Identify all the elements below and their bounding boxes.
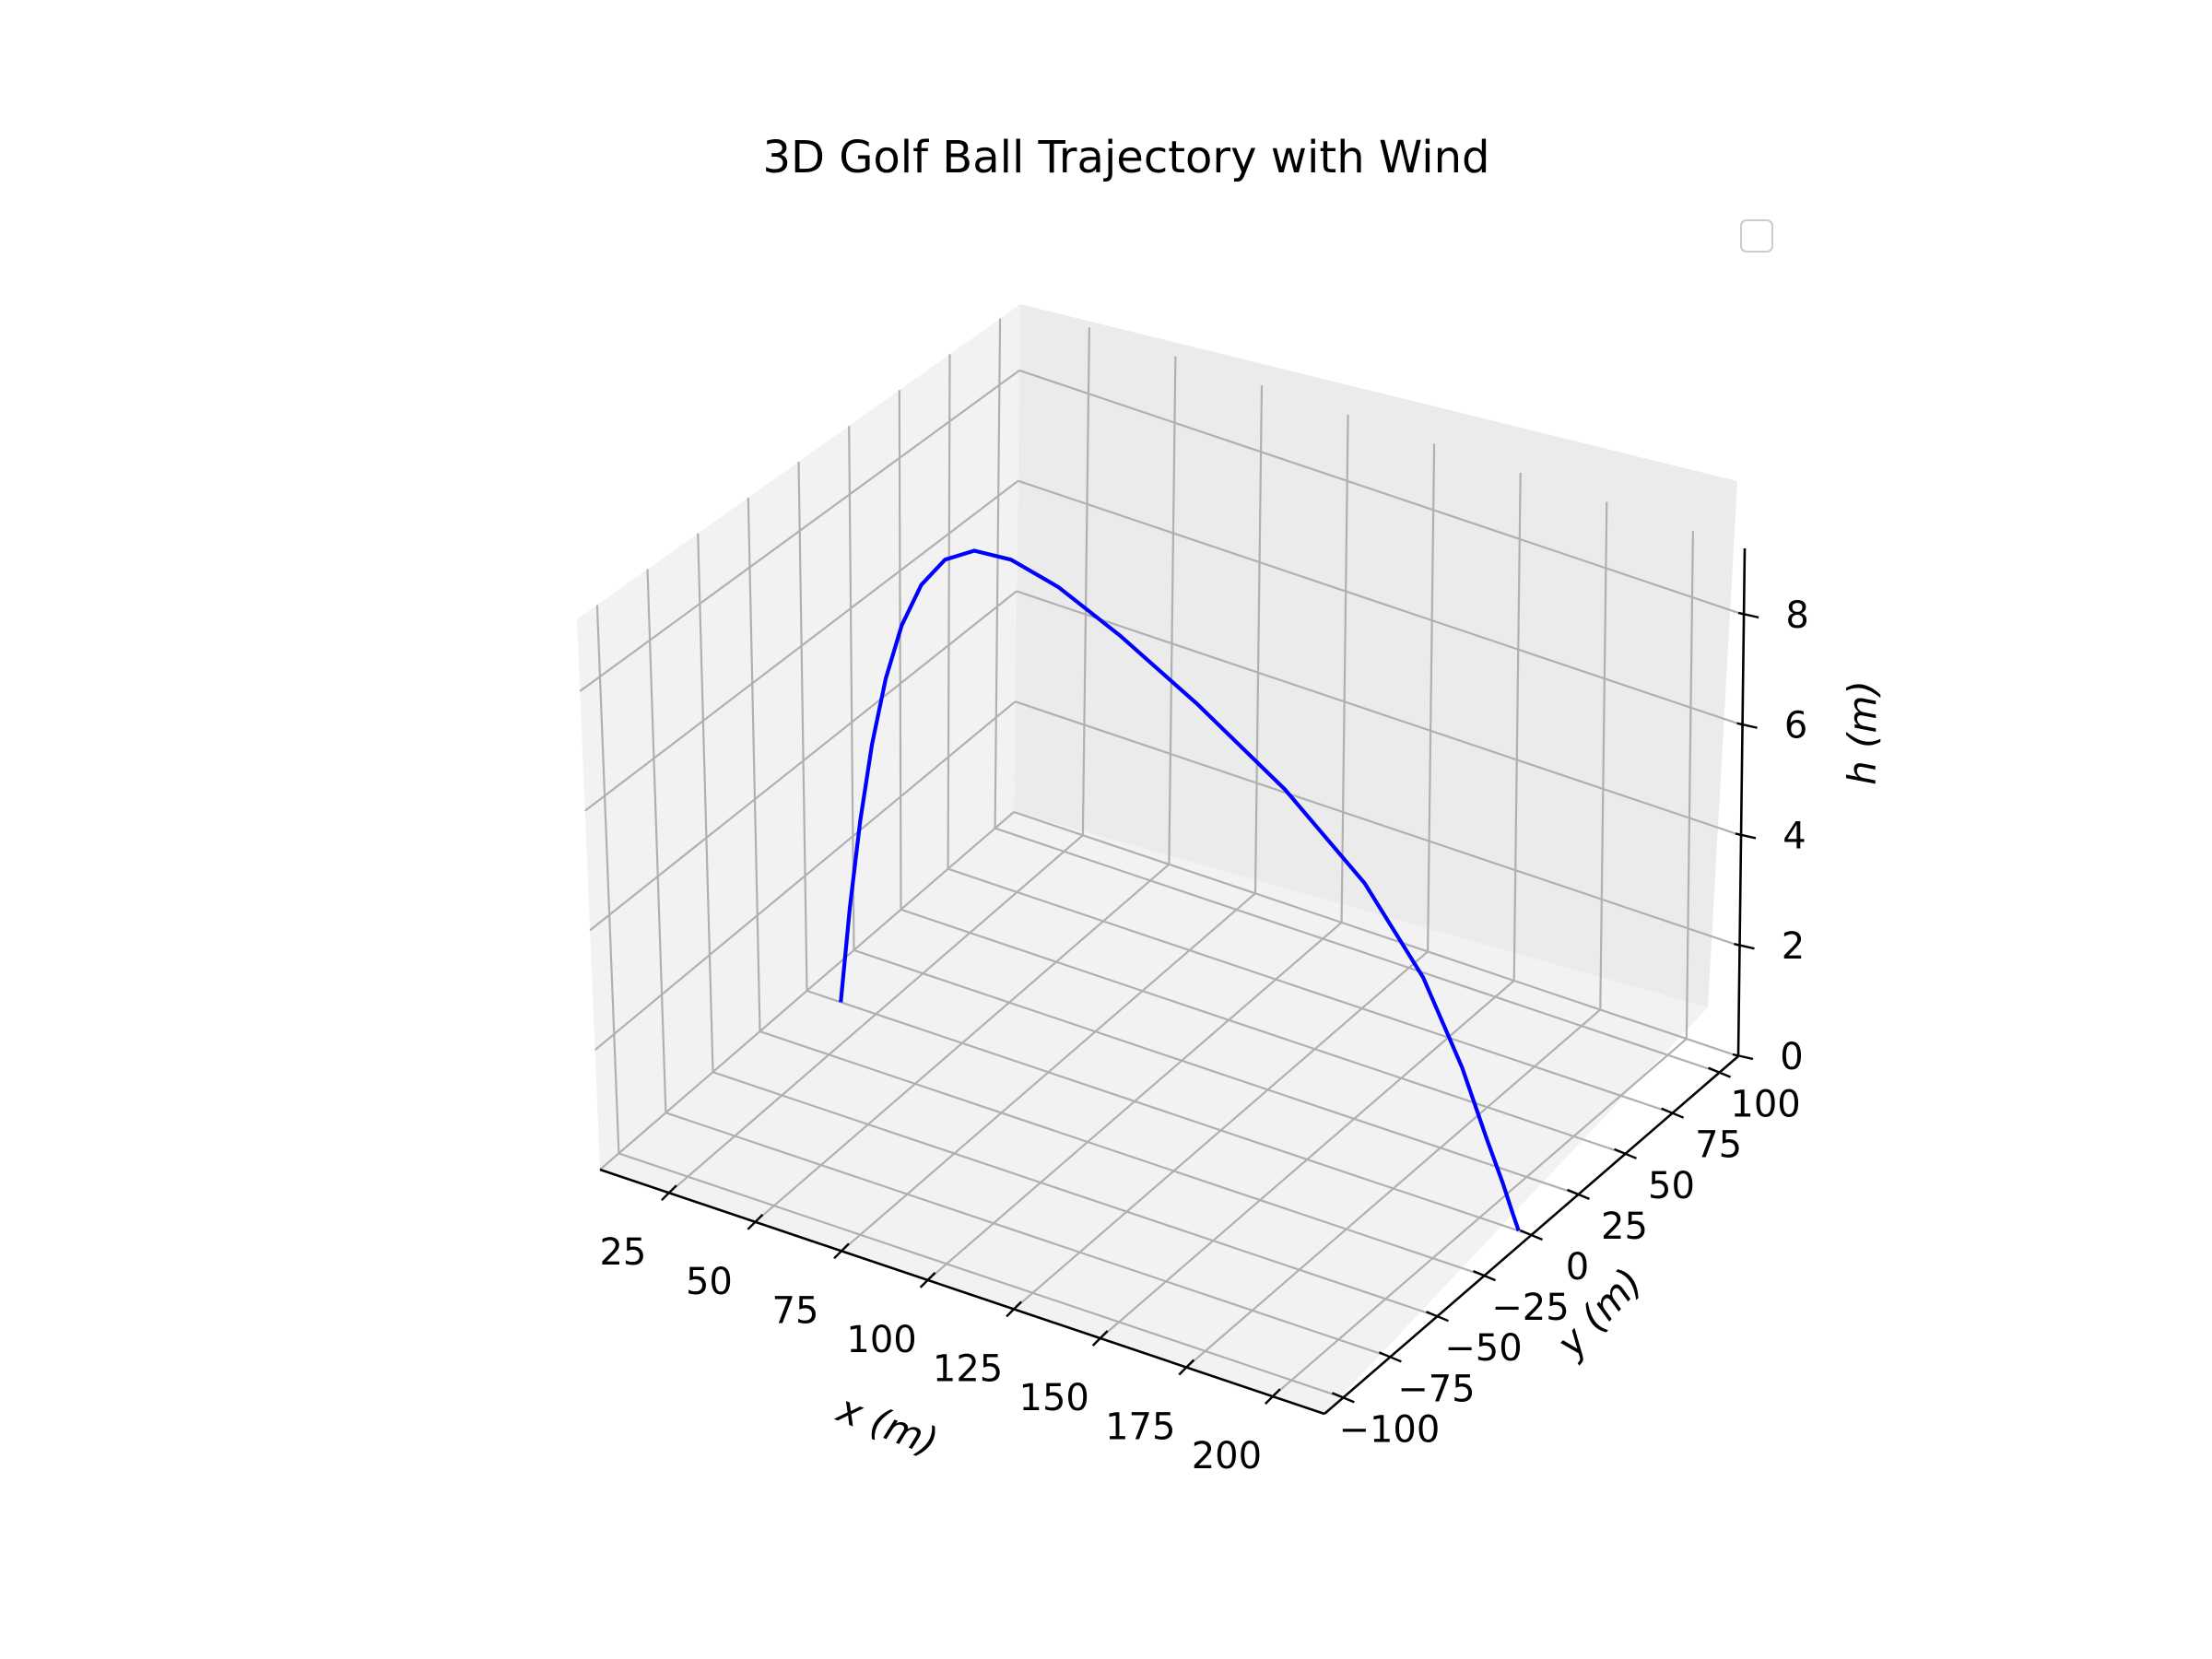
z-gridline-sidewall (584, 479, 1019, 812)
y-gridline-floor (665, 1112, 1391, 1359)
y-tick-mark (1426, 1311, 1449, 1323)
x-tick-mark (833, 1242, 850, 1260)
y-tick-label: 75 (1695, 1124, 1742, 1167)
tick-marks (661, 611, 1759, 1405)
trajectory-series (839, 548, 1521, 1231)
trajectory-line-0 (839, 548, 1521, 1231)
side-pane-yz (577, 304, 1020, 1170)
y-tick-mark (1567, 1188, 1590, 1201)
y-tick-label: −25 (1491, 1287, 1569, 1329)
back-pane-xz (1014, 304, 1737, 1007)
z-gridline-sidewall (594, 700, 1017, 1052)
z-axis-line (1736, 547, 1747, 1057)
y-gridline-sidewall (947, 354, 951, 869)
z-gridline-backwall (1018, 479, 1743, 726)
y-tick-label: 50 (1648, 1165, 1695, 1207)
z-gridline-backwall (1015, 700, 1740, 947)
x-axis-line (599, 1168, 1325, 1416)
x-tick-mark (747, 1213, 764, 1230)
y-tick-mark (1378, 1351, 1402, 1363)
z-tick-mark (1735, 832, 1757, 840)
z-gridline-sidewall (589, 590, 1018, 932)
axes-panes (577, 304, 1737, 1414)
z-gridline-backwall (1013, 810, 1739, 1058)
z-gridline-backwall (1018, 369, 1745, 616)
x-gridline-backwall (1685, 531, 1694, 1040)
z-tick-mark (1737, 611, 1759, 619)
z-tick-label: 8 (1785, 594, 1808, 637)
z-tick-mark (1734, 943, 1755, 950)
floor-pane-xy (600, 812, 1708, 1414)
y-tick-label: −100 (1338, 1408, 1440, 1451)
y-tick-mark (1614, 1147, 1637, 1159)
y-gridline-sidewall (898, 390, 902, 910)
x-tick-label: 100 (846, 1319, 916, 1361)
x-tick-label: 25 (599, 1231, 646, 1274)
y-gridline-floor (853, 948, 1579, 1195)
y-tick-label: −75 (1397, 1368, 1475, 1410)
z-gridline-backwall (1016, 590, 1742, 837)
y-gridline-sidewall (646, 569, 667, 1113)
x-tick-mark (1006, 1300, 1022, 1318)
y-gridline-floor (712, 1071, 1438, 1318)
z-tick-label: 2 (1782, 925, 1805, 968)
y-tick-mark (1661, 1107, 1685, 1119)
y-gridline-sidewall (848, 426, 855, 950)
tick-labels: 255075100125150175200−100−75−50−25025507… (599, 594, 1808, 1477)
x-tick-mark (919, 1272, 936, 1288)
x-tick-label: 200 (1192, 1435, 1262, 1477)
x-tick-label: 150 (1019, 1377, 1089, 1419)
x-tick-label: 125 (933, 1347, 1003, 1390)
y-gridline-sidewall (697, 533, 714, 1073)
y-tick-mark (1331, 1392, 1355, 1404)
y-tick-label: 100 (1730, 1084, 1800, 1126)
y-gridline-sidewall (747, 497, 761, 1032)
x-tick-label: 75 (772, 1289, 819, 1332)
grid-lines (579, 318, 1745, 1399)
z-axis-label: h (m) (1840, 680, 1885, 785)
y-gridline-floor (994, 827, 1720, 1074)
x-tick-label: 175 (1105, 1406, 1175, 1449)
x-gridline-backwall (1168, 356, 1177, 865)
y-tick-label: −50 (1444, 1327, 1522, 1370)
z-tick-label: 4 (1783, 815, 1806, 857)
y-gridline-floor (900, 908, 1626, 1155)
x-gridline-backwall (1599, 501, 1608, 1010)
z-tick-label: 6 (1784, 705, 1807, 747)
z-gridline-sidewall (599, 811, 1015, 1171)
x-tick-mark (1178, 1359, 1195, 1376)
z-tick-mark (1732, 1053, 1754, 1061)
y-tick-mark (1708, 1066, 1732, 1078)
y-gridline-sidewall (994, 318, 1002, 829)
chart-title: 3D Golf Ball Trajectory with Wind (762, 132, 1489, 183)
y-gridline-floor (806, 989, 1532, 1237)
z-tick-mark (1736, 722, 1758, 729)
x-tick-label: 50 (686, 1261, 733, 1303)
x-tick-mark (1091, 1330, 1109, 1347)
y-gridline-floor (759, 1030, 1485, 1277)
y-tick-mark (1520, 1229, 1543, 1241)
x-gridline-backwall (1512, 472, 1522, 982)
y-gridline-sidewall (797, 461, 808, 992)
y-tick-mark (1473, 1269, 1496, 1282)
legend-box (1740, 219, 1773, 253)
y-gridline-floor (947, 867, 1673, 1114)
y-gridline-sidewall (595, 605, 620, 1154)
z-tick-label: 0 (1780, 1036, 1803, 1078)
z-gridline-sidewall (579, 370, 1020, 692)
x-gridline-backwall (1253, 385, 1264, 894)
x-axis-label: x (m) (830, 1385, 944, 1465)
x-gridline-backwall (1081, 327, 1090, 836)
y-gridline-floor (618, 1152, 1344, 1399)
x-gridline-backwall (1340, 414, 1349, 923)
y-tick-label: 0 (1566, 1246, 1589, 1288)
x-gridline-backwall (1427, 443, 1436, 952)
y-tick-label: 25 (1601, 1206, 1648, 1248)
x-tick-mark (661, 1184, 677, 1202)
x-tick-mark (1265, 1388, 1281, 1405)
